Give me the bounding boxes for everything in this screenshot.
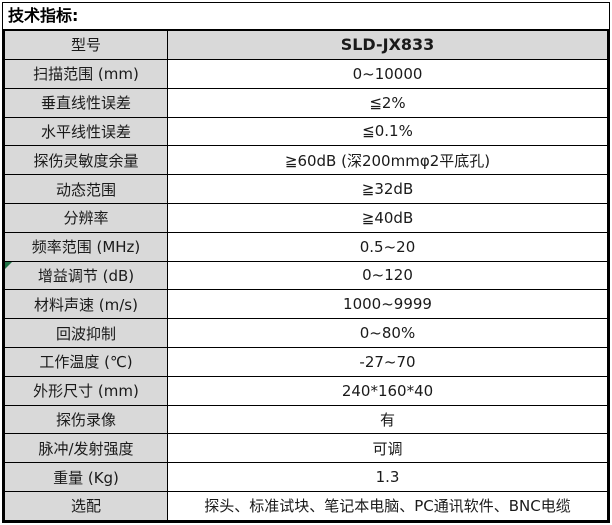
spec-label-cell: 增益调节 (dB) [3,260,168,291]
table-row: 型号 SLD-JX833 [3,29,609,60]
spec-value: 1.3 [375,468,400,486]
spec-value-cell: ≧40dB [167,202,609,233]
spec-label: 型号 [70,36,101,55]
spec-value-cell: ≦0.1% [167,116,609,147]
spec-label-cell: 型号 [3,29,168,60]
spec-value: ≧60dB (深200mmφ2平底孔) [284,151,491,170]
spec-label-cell: 扫描范围 (mm) [3,58,168,89]
table-row: 动态范围 ≧32dB [3,174,609,204]
spec-label-cell: 外形尺寸 (mm) [3,375,168,406]
table-row: 垂直线性误差 ≦2% [3,87,609,118]
spec-value-cell: -27~70 [167,346,609,377]
spec-value: 240*160*40 [341,381,434,400]
spec-label-cell: 垂直线性误差 [3,87,168,118]
spec-label: 工作温度 (℃) [39,353,133,372]
spec-value-cell: 0.5~20 [167,231,609,262]
spec-value: ≧32dB [361,180,414,199]
spec-label: 频率范围 (MHz) [31,238,141,257]
table-row: 扫描范围 (mm) 0~10000 [3,58,609,89]
spec-label: 材料声速 (m/s) [34,295,138,314]
spec-value-cell: 0~120 [167,260,609,291]
spec-value-cell: 可调 [167,433,609,464]
spec-table: 型号 SLD-JX833 扫描范围 (mm) 0~10000 垂直线性误差 ≦2% 水平线性… [3,29,609,522]
table-row: 脉冲/发射强度 可调 [3,433,609,464]
spec-label: 回波抑制 [55,324,116,343]
spec-label-cell: 探伤录像 [3,404,168,435]
cell-error-marker-icon [5,262,12,269]
page-title: 技术指标: [8,6,79,25]
spec-value-cell: 有 [167,404,609,435]
table-row: 材料声速 (m/s) 1000~9999 [3,289,609,320]
spec-value: 0~10000 [352,64,423,83]
spec-value: 0.5~20 [359,237,416,256]
spec-value: ≦0.1% [362,122,413,141]
spec-label: 水平线性误差 [40,122,131,141]
spec-label-cell: 材料声速 (m/s) [3,289,168,320]
spec-label: 脉冲/发射强度 [38,439,134,458]
spec-value-cell: 1000~9999 [167,289,609,320]
spec-value-cell: 1.3 [167,462,609,492]
table-row: 重量 (Kg) 1.3 [3,462,609,492]
table-row: 频率范围 (MHz) 0.5~20 [3,231,609,262]
spec-value-cell: 探头、标准试块、笔记本电脑、PC通讯软件、BNC电缆 [167,490,609,522]
spec-label-cell: 水平线性误差 [3,116,168,147]
spec-label: 扫描范围 (mm) [33,65,139,84]
spec-value-cell: SLD-JX833 [167,29,609,60]
spec-value: 可调 [372,439,403,458]
spec-label: 探伤灵敏度余量 [33,151,139,170]
spec-value: ≧40dB [361,208,414,227]
spec-value-cell: ≦2% [167,87,609,118]
spec-value-cell: 0~80% [167,318,609,348]
spec-label-cell: 回波抑制 [3,318,168,348]
table-row: 工作温度 (℃) -27~70 [3,346,609,377]
spec-value: 0~80% [359,324,416,343]
table-row: 水平线性误差 ≦0.1% [3,116,609,147]
spec-label-cell: 工作温度 (℃) [3,346,168,377]
spec-label-cell: 选配 [3,490,168,522]
spec-value-cell: 240*160*40 [167,375,609,406]
spec-label-cell: 动态范围 [3,174,168,204]
table-row: 回波抑制 0~80% [3,318,609,348]
table-row: 探伤灵敏度余量 ≧60dB (深200mmφ2平底孔) [3,145,609,176]
spec-label: 动态范围 [55,180,116,199]
spec-label-cell: 脉冲/发射强度 [3,433,168,464]
spec-value-cell: 0~10000 [167,58,609,89]
spec-label-cell: 重量 (Kg) [3,462,168,492]
spec-value: 探头、标准试块、笔记本电脑、PC通讯软件、BNC电缆 [204,497,571,516]
spec-label: 增益调节 (dB) [37,266,135,285]
table-row: 增益调节 (dB) 0~120 [3,260,609,291]
spec-value-cell: ≧32dB [167,174,609,204]
spec-value: SLD-JX833 [340,35,435,55]
spec-table-body: 型号 SLD-JX833 扫描范围 (mm) 0~10000 垂直线性误差 ≦2% 水平线性… [3,29,609,522]
spec-label: 垂直线性误差 [40,94,131,113]
spec-value: 1000~9999 [343,295,432,314]
spec-label-cell: 探伤灵敏度余量 [3,145,168,176]
spec-label: 外形尺寸 (mm) [33,382,139,401]
spec-label: 选配 [70,497,101,516]
spec-value: 0~120 [362,266,413,285]
spec-label-cell: 分辨率 [3,202,168,233]
spec-value: -27~70 [359,352,416,371]
spec-value: 有 [379,410,395,429]
table-row: 探伤录像 有 [3,404,609,435]
spec-value-cell: ≧60dB (深200mmφ2平底孔) [167,145,609,176]
table-row: 分辨率 ≧40dB [3,202,609,233]
spec-label: 重量 (Kg) [53,468,119,487]
table-row: 选配 探头、标准试块、笔记本电脑、PC通讯软件、BNC电缆 [3,490,609,522]
spec-value: ≦2% [369,93,406,112]
spec-label: 分辨率 [63,209,109,228]
table-row: 外形尺寸 (mm) 240*160*40 [3,375,609,406]
spec-label-cell: 频率范围 (MHz) [3,231,168,262]
spec-label: 探伤录像 [55,410,116,429]
